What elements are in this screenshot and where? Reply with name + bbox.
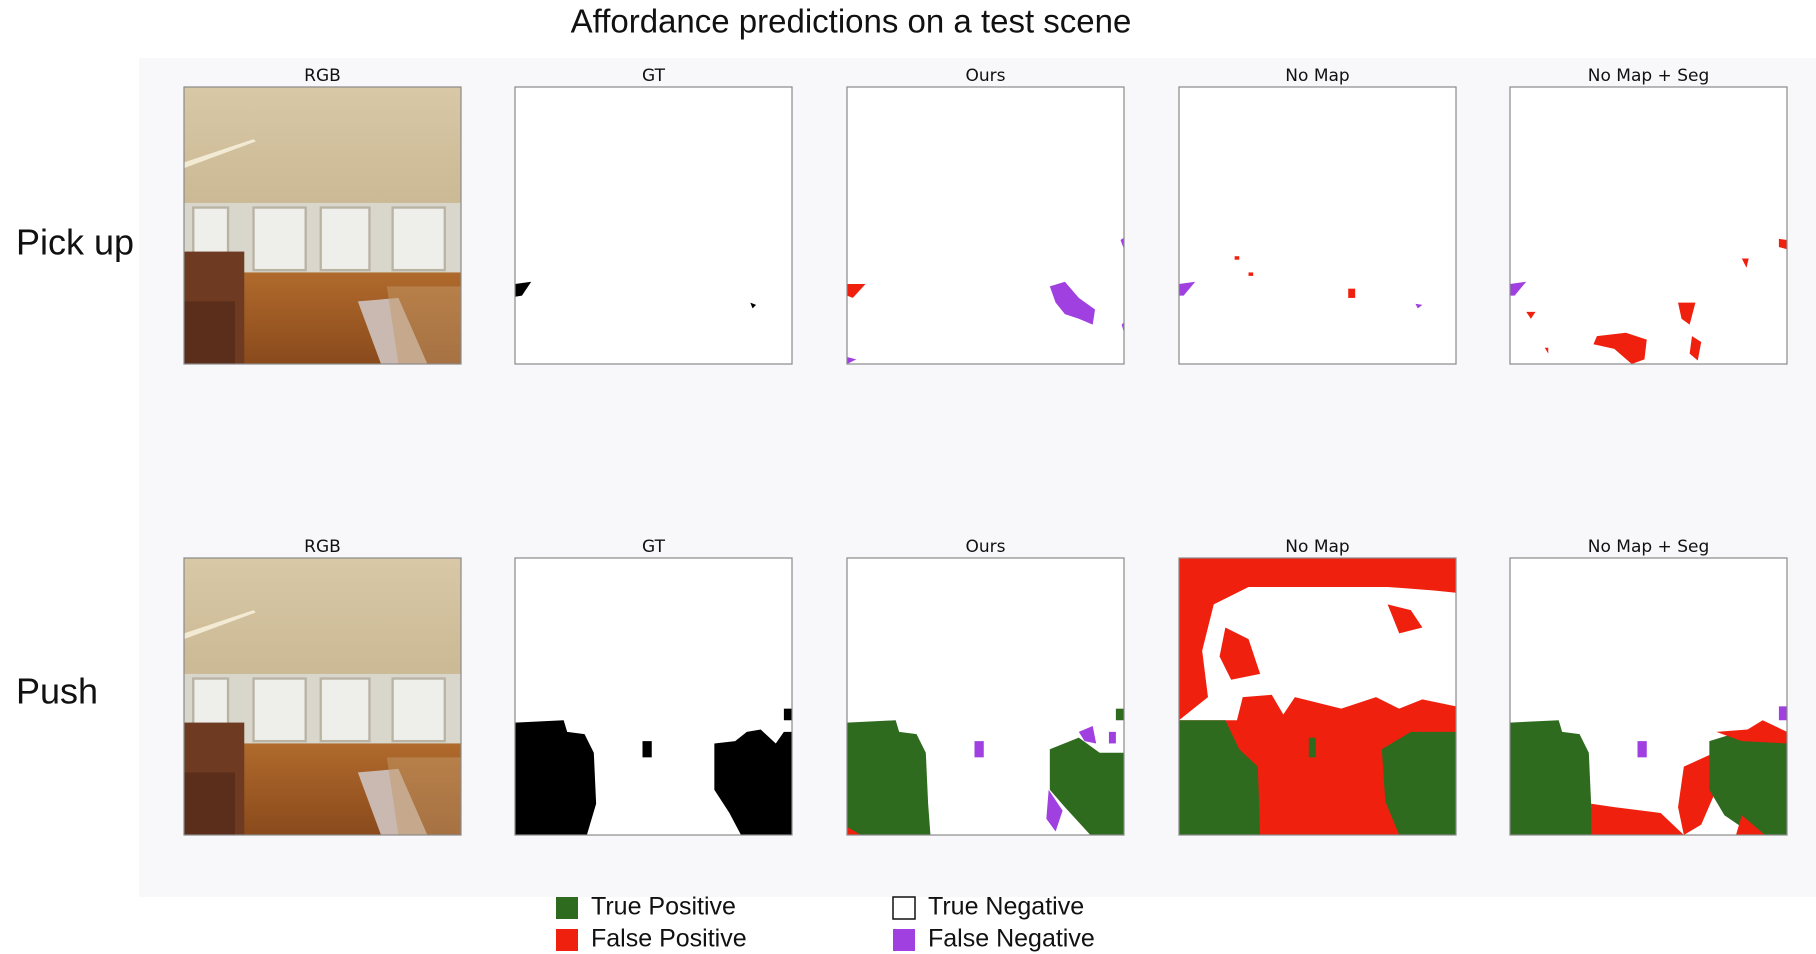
panel-background xyxy=(1179,87,1456,364)
mask-region xyxy=(784,709,792,721)
window xyxy=(393,679,445,742)
legend-label: False Positive xyxy=(591,925,747,953)
mask-region xyxy=(1116,709,1124,721)
mask-region xyxy=(642,741,651,757)
mask-region xyxy=(1348,289,1355,298)
figure: Affordance predictions on a test scene P… xyxy=(0,0,1816,954)
table xyxy=(387,757,461,835)
mask-region xyxy=(1109,732,1116,744)
panel-title: GT xyxy=(642,537,666,557)
affordance-mask xyxy=(847,87,1124,364)
mask-region xyxy=(1510,720,1593,835)
legend-swatch xyxy=(556,929,578,951)
window xyxy=(254,208,306,271)
legend-label: True Positive xyxy=(591,893,736,921)
affordance-mask xyxy=(1510,558,1787,835)
ceiling xyxy=(184,87,461,209)
row-label: Push xyxy=(16,671,98,712)
table xyxy=(387,286,461,364)
row-label: Pick up xyxy=(16,222,134,263)
window xyxy=(393,208,445,271)
affordance-mask xyxy=(515,87,792,364)
figure-title: Affordance predictions on a test scene xyxy=(571,3,1132,40)
affordance-mask xyxy=(847,558,1124,835)
mask-region xyxy=(847,720,930,835)
affordance-mask xyxy=(1510,87,1787,364)
legend-label: True Negative xyxy=(928,893,1084,921)
mask-region xyxy=(1637,741,1646,757)
legend-swatch xyxy=(893,897,915,919)
sofa-arm xyxy=(184,772,235,835)
panel-background xyxy=(1510,87,1787,364)
mask-region xyxy=(1309,738,1316,758)
legend-swatch xyxy=(893,929,915,951)
panel-title: GT xyxy=(642,66,666,86)
panel-title: RGB xyxy=(304,537,341,557)
legend-label: False Negative xyxy=(928,925,1095,953)
mask-region xyxy=(515,720,596,835)
rgb-image xyxy=(184,87,461,364)
page: {"title": "Affordance predictions on a t… xyxy=(0,0,1816,954)
panel-title: Ours xyxy=(965,537,1005,557)
panel-background xyxy=(515,87,792,364)
panel-title: Ours xyxy=(965,66,1005,86)
mask-region xyxy=(1235,256,1240,259)
window xyxy=(321,208,370,271)
mask-region xyxy=(1779,706,1787,720)
mask-region xyxy=(1249,272,1254,275)
mask-region xyxy=(1382,732,1456,835)
affordance-mask xyxy=(1179,558,1456,835)
panel-title: RGB xyxy=(304,66,341,86)
affordance-mask xyxy=(515,558,792,835)
window xyxy=(254,679,306,742)
legend-swatch xyxy=(556,897,578,919)
panel-title: No Map xyxy=(1285,66,1349,86)
rgb-image xyxy=(184,558,461,835)
panel-title: No Map xyxy=(1285,537,1349,557)
panel-title: No Map + Seg xyxy=(1588,537,1710,557)
mask-region xyxy=(974,741,983,757)
affordance-mask xyxy=(1179,87,1456,364)
window xyxy=(321,679,370,742)
ceiling xyxy=(184,558,461,680)
panel-background xyxy=(847,87,1124,364)
sofa-arm xyxy=(184,301,235,364)
panel-title: No Map + Seg xyxy=(1588,66,1710,86)
